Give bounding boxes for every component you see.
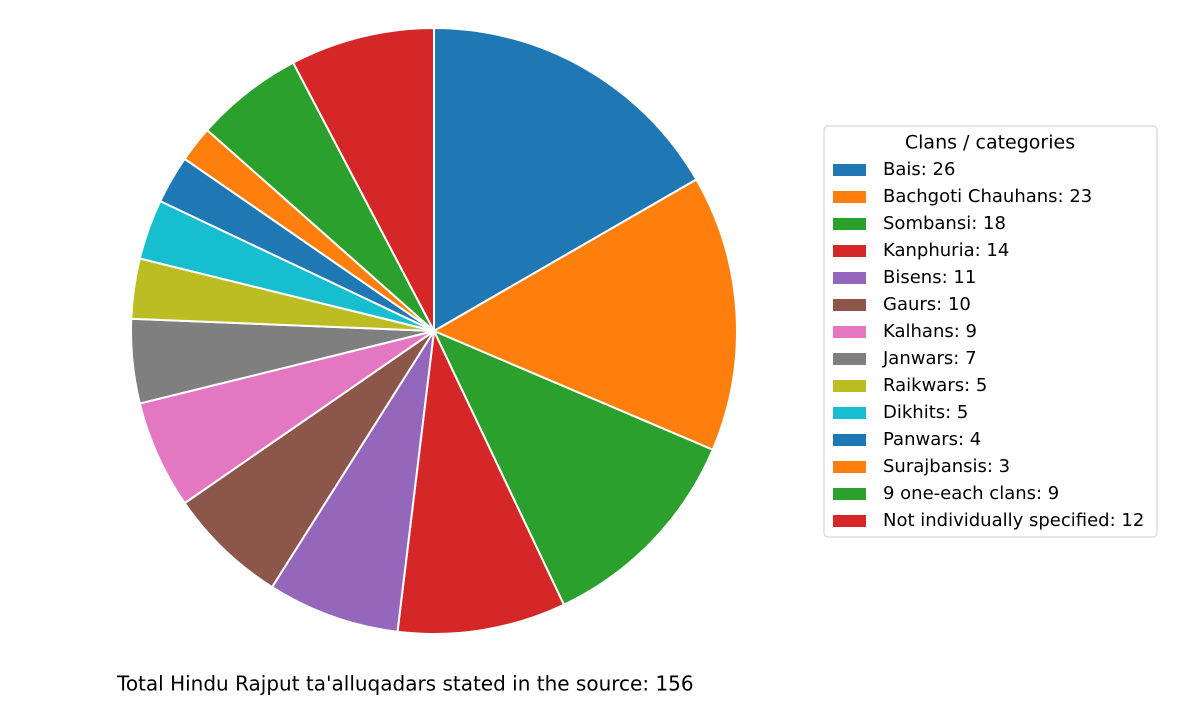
legend-label: Surajbansis: 3 <box>883 456 1010 477</box>
legend-label: Raikwars: 5 <box>883 375 987 396</box>
legend-box <box>823 125 1158 538</box>
annotation: Total Hindu Rajput ta'alluqadars stated … <box>116 672 694 696</box>
legend-swatch <box>833 164 866 176</box>
pie-slice <box>292 27 435 332</box>
legend-label: Kanphuria: 14 <box>883 240 1009 261</box>
legend-swatch <box>833 353 866 365</box>
legend-swatch <box>833 326 866 338</box>
legend-label: Gaurs: 10 <box>883 294 971 315</box>
legend-swatch <box>833 434 866 446</box>
legend-label: Kalhans: 9 <box>883 321 977 342</box>
legend-label: Bisens: 11 <box>883 267 976 288</box>
legend-swatch <box>833 407 866 419</box>
pie-slice <box>433 178 738 451</box>
legend-swatch <box>833 515 866 527</box>
legend-swatch <box>833 245 866 257</box>
legend-title: Clans / categories <box>905 132 1075 154</box>
legend-label: Sombansi: 18 <box>883 213 1006 234</box>
legend-label: Bais: 26 <box>883 159 955 180</box>
legend-label: Bachgoti Chauhans: 23 <box>883 186 1092 207</box>
legend-swatch <box>833 380 866 392</box>
legend-label: Not individually specified: 12 <box>883 510 1144 531</box>
legend-label: 9 one-each clans: 9 <box>883 483 1059 504</box>
legend-swatch <box>833 272 866 284</box>
legend-swatch <box>833 299 866 311</box>
pie-slice <box>183 330 435 589</box>
legend-swatch <box>833 461 866 473</box>
legend-label: Dikhits: 5 <box>883 402 968 423</box>
pie-slice <box>396 330 565 635</box>
legend-label: Panwars: 4 <box>883 429 981 450</box>
legend-label: Janwars: 7 <box>882 348 977 369</box>
legend-swatch <box>833 488 866 500</box>
pie-slice <box>433 27 698 332</box>
pie-slice <box>433 330 714 606</box>
legend-swatch <box>833 191 866 203</box>
pie-slice <box>271 330 435 633</box>
legend-swatch <box>833 218 866 230</box>
